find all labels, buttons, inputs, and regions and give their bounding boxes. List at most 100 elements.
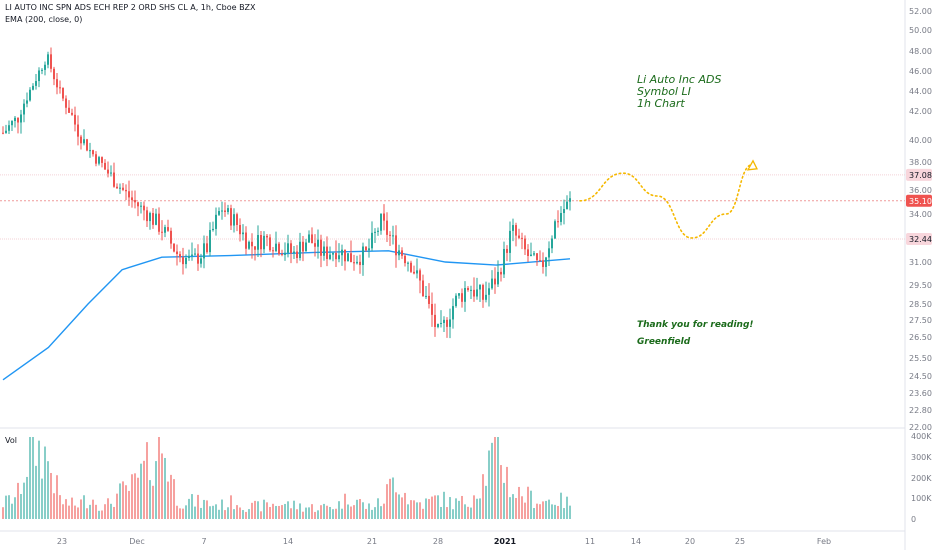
volume-bar <box>5 495 7 519</box>
volume-bar <box>497 437 499 519</box>
candle-body <box>83 139 85 144</box>
volume-bar <box>524 502 526 519</box>
candle-body <box>383 213 385 221</box>
volume-bar <box>410 500 412 519</box>
candle-body <box>293 251 295 254</box>
candle-body <box>341 249 343 256</box>
volume-bar <box>404 492 406 519</box>
candle-body <box>533 253 535 255</box>
candle-body <box>332 252 334 255</box>
volume-bar <box>569 505 571 519</box>
ema-200-line <box>2 250 571 381</box>
candle-body <box>557 221 559 223</box>
candle-body <box>29 89 31 101</box>
volume-bar <box>434 495 436 519</box>
candle-body <box>452 306 454 320</box>
candle-body <box>353 262 355 264</box>
candle-body <box>407 262 409 264</box>
volume-bar <box>431 496 433 519</box>
volume-bar <box>377 498 379 519</box>
candle-body <box>416 270 418 274</box>
time-tick-label: 2021 <box>494 537 517 546</box>
volume-bar <box>212 505 214 519</box>
price-tick-label: 25.50 <box>909 354 932 363</box>
time-tick-label: 21 <box>367 537 377 546</box>
volume-bar <box>119 483 121 519</box>
volume-bar <box>464 504 466 519</box>
candle-body <box>56 79 58 88</box>
candle-body <box>176 251 178 255</box>
volume-bar <box>38 440 40 519</box>
volume-bar <box>83 495 85 519</box>
volume-bar <box>170 474 172 519</box>
candle-body <box>182 257 184 265</box>
volume-bar <box>92 499 94 519</box>
candle-body <box>476 289 478 297</box>
volume-bar <box>71 497 73 519</box>
volume-bar <box>134 473 136 519</box>
candle-body <box>326 246 328 259</box>
volume-pane-label[interactable]: Vol <box>5 436 17 445</box>
candle-body <box>23 103 25 115</box>
volume-bar <box>488 450 490 519</box>
candle-body <box>80 136 82 144</box>
candle-body <box>425 295 427 297</box>
candle-body <box>299 241 301 258</box>
volume-bar <box>101 510 103 519</box>
candle-body <box>569 198 571 202</box>
candle-body <box>437 323 439 327</box>
volume-bar <box>194 506 196 519</box>
candle-body <box>290 243 292 254</box>
volume-bar <box>392 477 394 519</box>
volume-bar <box>338 501 340 519</box>
volume-bar <box>482 474 484 519</box>
volume-bar <box>266 502 268 519</box>
candle-body <box>224 210 226 212</box>
candle-body <box>509 230 511 253</box>
candle-body <box>395 235 397 256</box>
candle-body <box>104 162 106 170</box>
candle-body <box>26 100 28 104</box>
volume-bar <box>98 510 100 519</box>
volume-bar <box>440 506 442 519</box>
time-tick-label: 14 <box>631 537 641 546</box>
candle-body <box>2 132 4 134</box>
candle-body <box>5 130 7 133</box>
horizontal-levels <box>0 174 905 240</box>
price-tick-label: 28.50 <box>909 300 932 309</box>
volume-bar <box>2 507 4 519</box>
volume-axis[interactable]: 400K 300K 200K 100K 0 <box>911 432 932 524</box>
ema-indicator-label[interactable]: EMA (200, close, 0) <box>5 15 83 24</box>
candle-body <box>431 303 433 315</box>
candle-body <box>44 64 46 70</box>
volume-bar <box>437 495 439 519</box>
candle-body <box>272 250 274 252</box>
candle-body <box>86 139 88 151</box>
candle-body <box>8 125 10 131</box>
candle-body <box>350 253 352 263</box>
candle-body <box>329 254 331 259</box>
candle-body <box>275 243 277 252</box>
volume-bar <box>8 495 10 519</box>
volume-bar <box>314 511 316 519</box>
volume-bar <box>512 494 514 519</box>
candle-body <box>530 254 532 256</box>
volume-bar <box>245 511 247 519</box>
volume-bar <box>89 504 91 519</box>
volume-bar <box>293 500 295 519</box>
volume-bar <box>44 446 46 519</box>
volume-bar <box>305 507 307 519</box>
candle-body <box>338 255 340 260</box>
volume-bar <box>206 500 208 519</box>
volume-bar <box>26 476 28 519</box>
volume-bar <box>320 505 322 519</box>
volume-bar <box>281 505 283 519</box>
time-axis[interactable]: 23 Dec 7 14 21 28 2021 11 14 20 25 Feb <box>57 537 831 546</box>
volume-bar <box>260 511 262 519</box>
candle-body <box>77 124 79 137</box>
price-axis[interactable]: 52.00 50.00 48.00 46.00 44.00 42.00 40.00 38.00… <box>906 7 932 432</box>
volume-bar <box>365 508 367 519</box>
volume-bar <box>356 499 358 519</box>
volume-bar <box>458 500 460 519</box>
